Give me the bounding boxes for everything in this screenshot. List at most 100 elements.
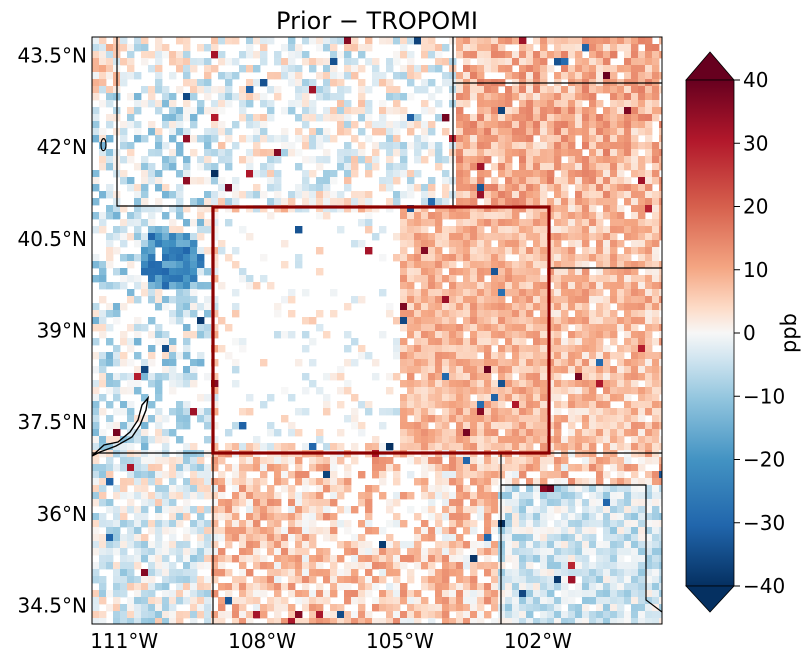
field-pixel <box>575 352 583 360</box>
field-pixel <box>127 436 135 444</box>
field-pixel <box>498 100 506 108</box>
field-pixel <box>393 569 401 577</box>
field-pixel <box>512 436 520 444</box>
field-pixel <box>442 478 450 486</box>
field-pixel <box>561 380 569 388</box>
field-pixel <box>316 527 324 535</box>
field-pixel <box>414 72 422 80</box>
field-pixel <box>400 114 408 122</box>
field-pixel <box>540 394 548 402</box>
field-pixel <box>470 86 478 94</box>
field-pixel <box>533 436 541 444</box>
field-pixel <box>540 408 548 416</box>
field-pixel <box>477 338 485 346</box>
field-pixel <box>477 86 485 94</box>
field-pixel <box>148 576 156 584</box>
field-pixel <box>197 520 205 528</box>
field-pixel <box>561 65 569 73</box>
field-pixel <box>386 457 394 465</box>
field-pixel <box>491 359 499 367</box>
field-pixel <box>512 114 520 122</box>
field-pixel <box>631 373 639 381</box>
field-pixel <box>372 149 380 157</box>
field-pixel <box>295 527 303 535</box>
field-pixel <box>470 597 478 605</box>
field-pixel <box>498 226 506 234</box>
field-pixel <box>386 310 394 318</box>
field-pixel <box>610 506 618 514</box>
field-pixel <box>554 611 562 619</box>
field-pixel <box>253 65 261 73</box>
field-pixel <box>547 611 555 619</box>
field-pixel <box>393 541 401 549</box>
field-pixel <box>141 240 149 248</box>
field-pixel <box>498 219 506 227</box>
field-pixel <box>99 380 107 388</box>
field-pixel <box>505 366 513 374</box>
field-pixel <box>148 219 156 227</box>
field-pixel <box>526 380 534 388</box>
field-pixel <box>631 331 639 339</box>
field-pixel <box>323 128 331 136</box>
field-pixel <box>274 555 282 563</box>
field-pixel <box>232 555 240 563</box>
field-pixel <box>421 464 429 472</box>
field-pixel <box>169 548 177 556</box>
field-pixel <box>463 506 471 514</box>
field-pixel <box>92 604 100 612</box>
field-pixel <box>281 261 289 269</box>
field-pixel <box>246 233 254 241</box>
field-pixel <box>428 408 436 416</box>
field-pixel <box>519 226 527 234</box>
field-pixel <box>358 401 366 409</box>
field-pixel <box>526 429 534 437</box>
field-pixel <box>645 548 653 556</box>
field-pixel <box>554 562 562 570</box>
field-pixel <box>190 121 198 129</box>
field-pixel <box>421 198 429 206</box>
field-pixel <box>155 184 163 192</box>
field-pixel <box>155 233 163 241</box>
field-pixel <box>645 541 653 549</box>
field-pixel <box>127 450 135 458</box>
field-pixel <box>239 268 247 276</box>
field-pixel <box>120 205 128 213</box>
field-pixel <box>148 254 156 262</box>
field-pixel <box>169 534 177 542</box>
field-pixel <box>575 156 583 164</box>
field-pixel <box>309 478 317 486</box>
field-pixel <box>218 247 226 255</box>
field-pixel <box>148 569 156 577</box>
field-pixel <box>484 331 492 339</box>
field-pixel <box>379 331 387 339</box>
field-pixel <box>295 611 303 619</box>
field-pixel <box>652 58 660 66</box>
field-pixel <box>442 198 450 206</box>
field-pixel <box>99 576 107 584</box>
field-pixel <box>638 296 646 304</box>
field-pixel <box>442 359 450 367</box>
field-pixel <box>155 387 163 395</box>
field-pixel <box>148 548 156 556</box>
field-pixel <box>589 310 597 318</box>
field-pixel <box>645 408 653 416</box>
field-pixel <box>428 310 436 318</box>
field-pixel <box>470 268 478 276</box>
field-pixel <box>414 338 422 346</box>
field-pixel <box>162 303 170 311</box>
field-pixel <box>470 338 478 346</box>
field-pixel <box>554 212 562 220</box>
field-pixel <box>246 51 254 59</box>
field-pixel <box>141 177 149 185</box>
field-pixel <box>267 37 275 45</box>
field-pixel <box>568 296 576 304</box>
field-pixel <box>92 429 100 437</box>
field-pixel <box>372 555 380 563</box>
field-pixel <box>120 338 128 346</box>
field-pixel <box>218 191 226 199</box>
field-pixel <box>281 65 289 73</box>
field-pixel <box>568 44 576 52</box>
field-pixel <box>659 191 662 199</box>
field-pixel <box>99 142 107 150</box>
field-pixel <box>603 324 611 332</box>
